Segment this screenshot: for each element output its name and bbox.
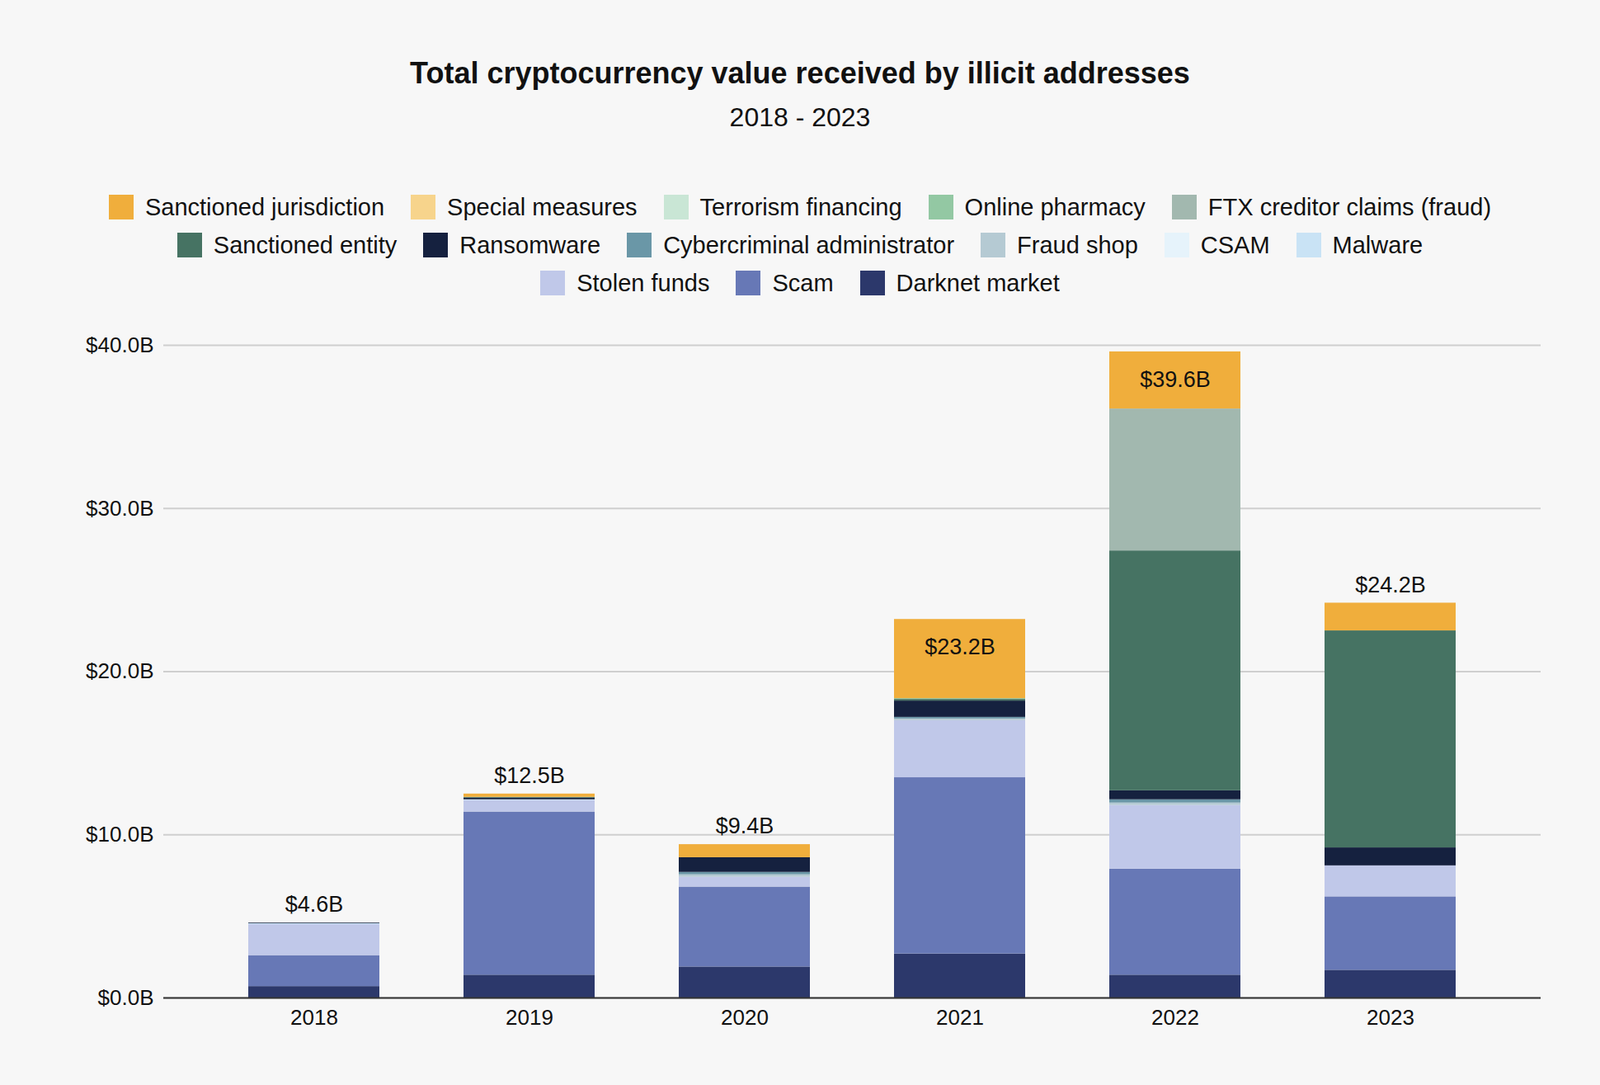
svg-text:$4.6B: $4.6B bbox=[285, 891, 344, 917]
html-text:Darknet market: Darknet market bbox=[896, 269, 1060, 297]
html-text:Stolen funds: Stolen funds bbox=[576, 269, 710, 297]
svg-text:2019: 2019 bbox=[505, 1004, 554, 1030]
svg-text:$0.0B: $0.0B bbox=[98, 984, 155, 1010]
svg-text:$10.0B: $10.0B bbox=[85, 821, 154, 847]
svg-text:$30.0B: $30.0B bbox=[85, 495, 154, 521]
html-text:Sanctioned jurisdiction: Sanctioned jurisdiction bbox=[145, 193, 385, 221]
svg-text:$39.6B: $39.6B bbox=[1139, 367, 1211, 392]
svg-text:$9.4B: $9.4B bbox=[715, 813, 775, 838]
html-text:Cybercriminal administrator: Cybercriminal administrator bbox=[663, 231, 955, 259]
html-text:Terrorism financing: Terrorism financing bbox=[699, 193, 902, 221]
html-text:Special measures: Special measures bbox=[447, 193, 638, 221]
svg-text:$23.2B: $23.2B bbox=[924, 634, 996, 659]
svg-text:$24.2B: $24.2B bbox=[1355, 572, 1426, 598]
html-text:CSAM: CSAM bbox=[1200, 231, 1270, 259]
html-text:Malware: Malware bbox=[1332, 231, 1423, 259]
html-text:Sanctioned entity: Sanctioned entity bbox=[213, 231, 397, 259]
html-text:FTX creditor claims (fraud): FTX creditor claims (fraud) bbox=[1208, 193, 1492, 221]
svg-text:$40.0B: $40.0B bbox=[85, 332, 154, 358]
svg-text:2023: 2023 bbox=[1366, 1004, 1415, 1030]
html-text:2018 - 2023: 2018 - 2023 bbox=[729, 102, 871, 132]
html-text:Total cryptocurrency value rec: Total cryptocurrency value received by i… bbox=[409, 56, 1191, 90]
svg-text:$20.0B: $20.0B bbox=[85, 658, 154, 683]
html-text:Online pharmacy: Online pharmacy bbox=[964, 193, 1146, 221]
html-text:Scam: Scam bbox=[772, 269, 834, 297]
svg-text:2018: 2018 bbox=[290, 1004, 339, 1030]
html-text:Ransomware: Ransomware bbox=[459, 231, 601, 259]
svg-text:2021: 2021 bbox=[936, 1004, 984, 1030]
html-text:Fraud shop: Fraud shop bbox=[1016, 231, 1138, 259]
svg-text:2020: 2020 bbox=[720, 1004, 769, 1030]
svg-text:$12.5B: $12.5B bbox=[494, 762, 565, 788]
svg-text:2022: 2022 bbox=[1151, 1004, 1200, 1030]
